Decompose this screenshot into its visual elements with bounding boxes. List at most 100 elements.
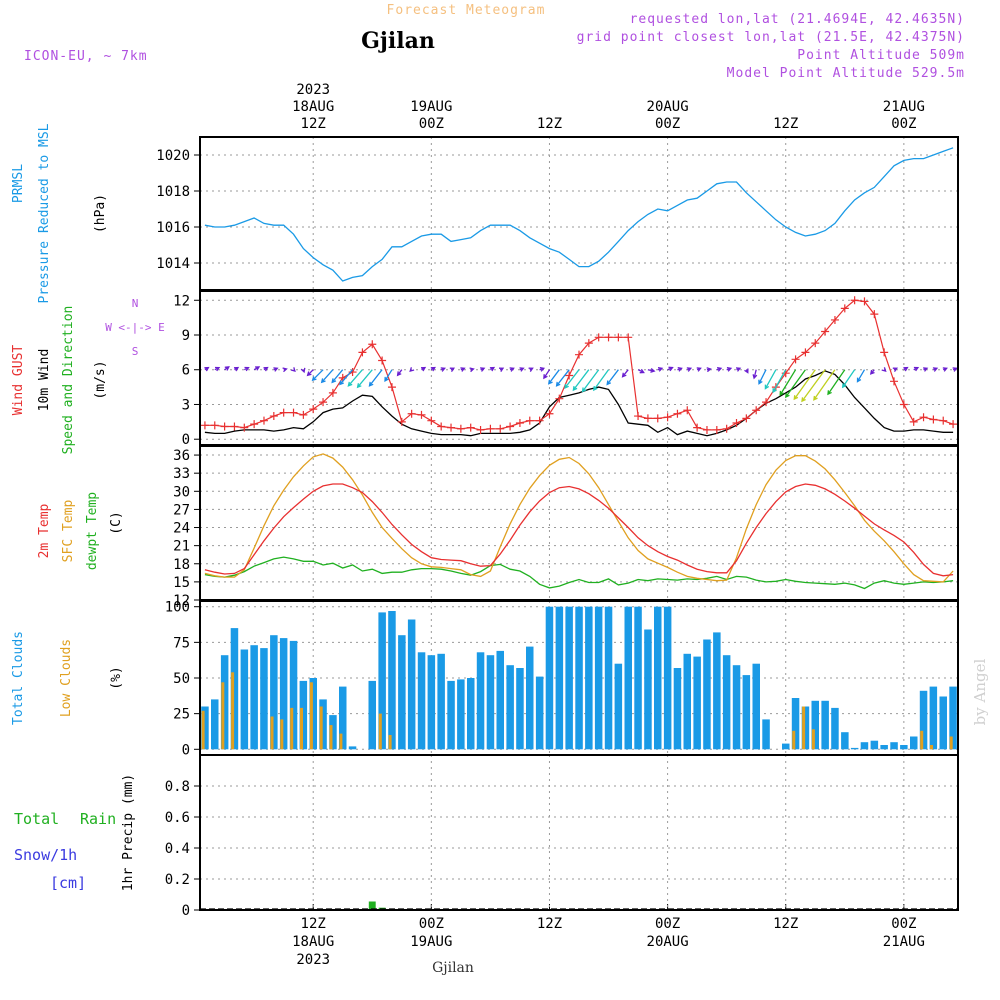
y-tick-label: 75 xyxy=(173,635,190,651)
footer-location: Gjilan xyxy=(432,960,474,976)
wind-direction-arrow xyxy=(347,369,363,387)
gust-marker xyxy=(584,339,593,348)
total-cloud-bar xyxy=(919,690,928,750)
gust-marker xyxy=(830,315,839,324)
time-label-bottom: 18AUG xyxy=(292,934,334,950)
gust-marker xyxy=(624,333,633,342)
time-label-bottom: 00Z xyxy=(655,916,680,932)
wind-direction-arrow xyxy=(420,366,427,372)
total-cloud-bar xyxy=(703,639,711,750)
y-tick-label: 12 xyxy=(173,293,190,309)
total-cloud-bar xyxy=(929,686,938,750)
gust-marker xyxy=(860,297,869,306)
wind-direction-arrow xyxy=(772,369,787,394)
gust-marker xyxy=(653,414,662,423)
total-cloud-bar xyxy=(585,606,593,750)
gust-marker xyxy=(565,371,574,380)
gust-marker xyxy=(417,410,426,419)
total-cloud-bar xyxy=(732,665,741,750)
wind-label: Wind GUST xyxy=(11,345,26,416)
wind-direction-arrow xyxy=(498,367,505,372)
total-cloud-bar xyxy=(368,680,376,750)
total-cloud-bar xyxy=(555,606,564,750)
total-cloud-bar xyxy=(535,676,544,750)
gust-marker xyxy=(821,327,830,336)
wind-direction-arrow xyxy=(449,367,456,372)
y-tick-label: 0.6 xyxy=(165,810,190,826)
y-tick-label: 0.8 xyxy=(165,779,190,795)
gust-marker xyxy=(535,416,544,425)
precip-snow-label: Snow/1h xyxy=(14,846,77,864)
gust-marker xyxy=(929,415,938,424)
point-altitude: Point Altitude 509m xyxy=(797,48,965,63)
temperature-label: dewpt Temp xyxy=(85,492,100,570)
gust-marker xyxy=(378,356,387,365)
low-cloud-bar xyxy=(802,706,806,750)
gust-marker xyxy=(496,424,505,433)
wind-direction-arrow xyxy=(263,366,269,372)
wind-direction-arrow xyxy=(621,369,629,378)
wind-speed-line xyxy=(204,370,954,437)
wind-direction-arrow xyxy=(677,366,683,372)
total-cloud-bar xyxy=(949,686,957,750)
low-cloud-bar xyxy=(221,682,225,750)
total-cloud-bar xyxy=(831,707,839,750)
gust-marker xyxy=(240,423,249,432)
wind-direction-arrow xyxy=(282,367,288,373)
total-cloud-bar xyxy=(634,606,642,750)
wind-direction-arrow xyxy=(409,367,415,373)
total-cloud-bar xyxy=(939,696,947,750)
temp-line-sfc-temp xyxy=(204,453,954,583)
low-cloud-bar xyxy=(201,710,205,750)
total-cloud-bar xyxy=(575,606,583,750)
wind-direction-arrow xyxy=(356,369,373,389)
total-cloud-bar xyxy=(811,700,819,750)
wind-direction-arrow xyxy=(752,369,758,380)
total-cloud-bar xyxy=(782,743,790,750)
wind-direction-arrow xyxy=(253,366,261,371)
total-cloud-bar xyxy=(329,715,337,750)
low-cloud-bar xyxy=(280,719,284,750)
time-label-bottom: 00Z xyxy=(891,916,916,932)
total-cloud-bar xyxy=(713,632,721,750)
temp-line-dewpt-temp xyxy=(204,556,954,590)
y-tick-label: 1016 xyxy=(156,220,190,236)
wind-direction-arrow xyxy=(606,369,619,386)
gust-marker xyxy=(939,416,948,425)
total-cloud-bar xyxy=(644,629,652,750)
wind-direction-arrow xyxy=(892,367,899,372)
wind-direction-arrow xyxy=(903,366,909,372)
gust-marker xyxy=(634,412,643,421)
y-tick-label: 15 xyxy=(173,575,190,591)
time-label-bottom: 00Z xyxy=(419,916,444,932)
pressure-panel: 1014 1016 1018 1020 PRMSL Pressure Reduced to… xyxy=(11,123,959,304)
precip-bar xyxy=(368,901,376,910)
total-cloud-bar xyxy=(624,606,632,750)
time-label-top: 12Z xyxy=(773,116,798,132)
y-tick-label: 24 xyxy=(173,521,190,537)
temperature-label: 2m Temp xyxy=(37,503,52,558)
gust-marker xyxy=(250,420,259,429)
y-tick-label: 0 xyxy=(182,742,190,758)
compass-south: S xyxy=(132,345,139,358)
wind-direction-arrow xyxy=(368,369,383,387)
wind-unit: (m/s) xyxy=(93,360,108,399)
wind-direction-arrow xyxy=(430,366,436,372)
time-label-top: 12Z xyxy=(301,116,326,132)
total-cloud-bar xyxy=(476,652,485,750)
low-cloud-bar xyxy=(378,713,382,750)
wind-direction-arrow xyxy=(923,367,929,372)
wind-direction-arrow xyxy=(396,369,403,377)
panel-frame xyxy=(199,754,959,911)
y-tick-label: 1018 xyxy=(156,184,190,200)
temp-line-2m-temp xyxy=(204,483,954,577)
y-tick-label: 33 xyxy=(173,466,190,482)
wind-direction-arrow xyxy=(224,366,230,371)
y-tick-label: 1014 xyxy=(156,256,190,272)
y-tick-label: 12 xyxy=(173,593,190,609)
gust-marker xyxy=(328,388,337,397)
gust-marker xyxy=(683,406,692,415)
total-cloud-bar xyxy=(870,740,879,750)
compass-rose: N W <-|-> E S xyxy=(105,297,165,358)
